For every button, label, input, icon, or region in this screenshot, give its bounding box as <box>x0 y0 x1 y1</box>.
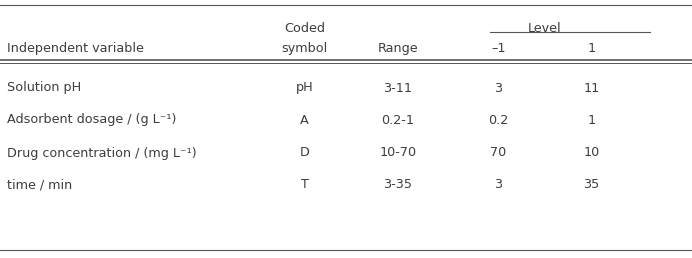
Text: 3-11: 3-11 <box>383 82 412 94</box>
Text: T: T <box>300 179 309 191</box>
Text: Drug concentration / (mg L⁻¹): Drug concentration / (mg L⁻¹) <box>7 147 197 159</box>
Text: 3: 3 <box>494 179 502 191</box>
Text: 3: 3 <box>494 82 502 94</box>
Text: 10: 10 <box>583 147 600 159</box>
Text: Range: Range <box>378 42 418 55</box>
Text: Solution pH: Solution pH <box>7 82 81 94</box>
Text: –1: –1 <box>491 42 505 55</box>
Text: Coded: Coded <box>284 22 325 35</box>
Text: 1: 1 <box>588 42 596 55</box>
Text: D: D <box>300 147 309 159</box>
Text: A: A <box>300 114 309 126</box>
Text: 0.2-1: 0.2-1 <box>381 114 415 126</box>
Text: 10-70: 10-70 <box>379 147 417 159</box>
Text: 35: 35 <box>583 179 600 191</box>
Text: time / min: time / min <box>7 179 72 191</box>
Text: Independent variable: Independent variable <box>7 42 144 55</box>
Text: 3-35: 3-35 <box>383 179 412 191</box>
Text: Level: Level <box>528 22 562 35</box>
Text: 1: 1 <box>588 114 596 126</box>
Text: 0.2: 0.2 <box>488 114 509 126</box>
Text: 11: 11 <box>583 82 600 94</box>
Text: Adsorbent dosage / (g L⁻¹): Adsorbent dosage / (g L⁻¹) <box>7 114 176 126</box>
Text: 70: 70 <box>490 147 507 159</box>
Text: symbol: symbol <box>282 42 327 55</box>
Text: pH: pH <box>295 82 313 94</box>
